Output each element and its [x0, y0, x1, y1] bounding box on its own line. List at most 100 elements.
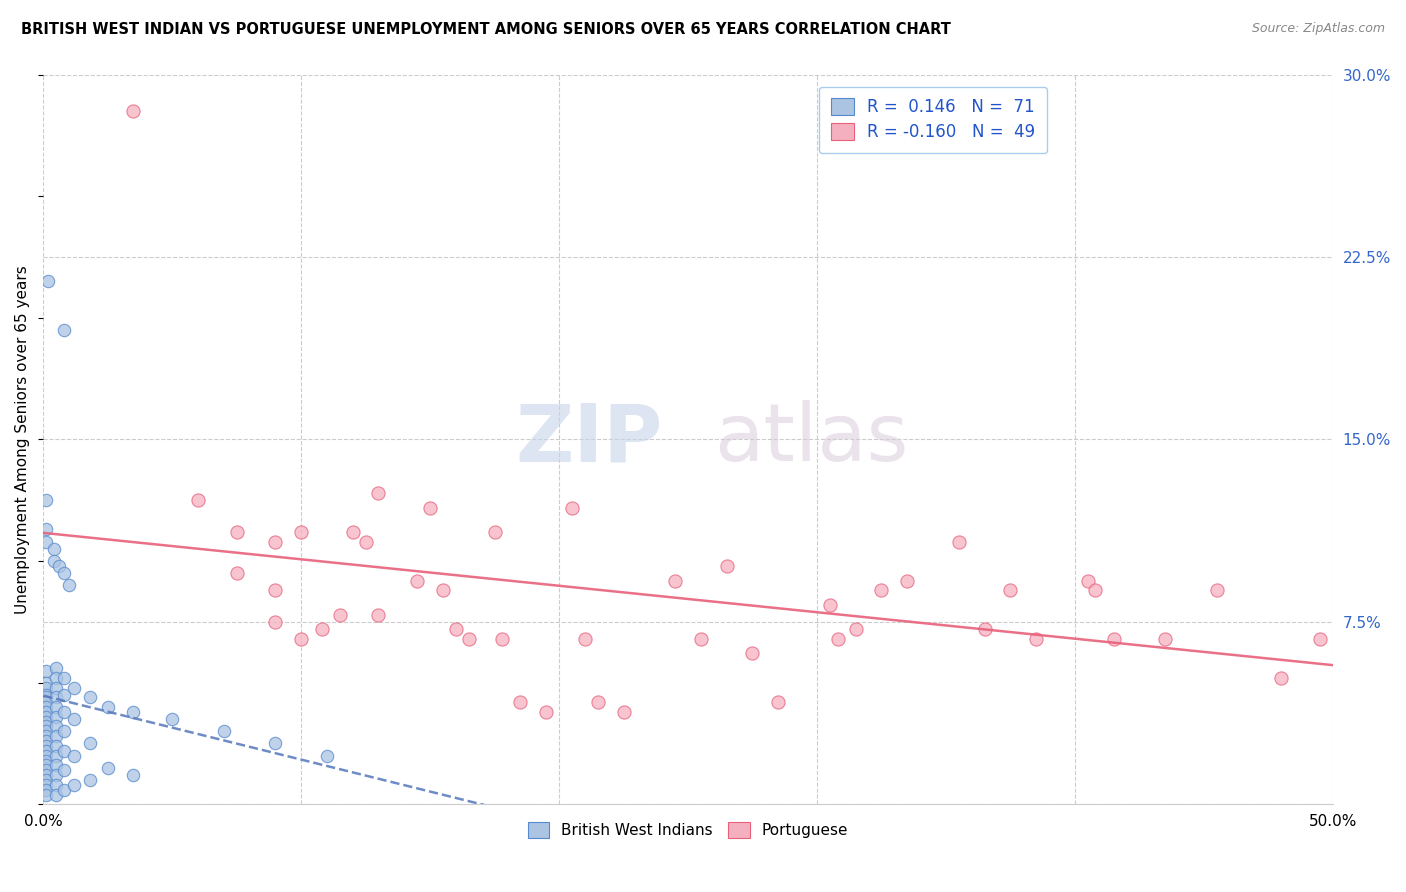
Point	[63, 748, 86, 763]
Point	[45, 768, 67, 782]
Point	[37, 274, 59, 288]
Point	[45, 719, 67, 733]
Point	[35, 782, 58, 797]
Point	[35, 700, 58, 714]
Point	[1000, 583, 1022, 598]
Y-axis label: Unemployment Among Seniors over 65 years: Unemployment Among Seniors over 65 years	[15, 265, 30, 614]
Point	[35, 724, 58, 739]
Point	[1154, 632, 1177, 646]
Point	[45, 710, 67, 724]
Point	[35, 664, 58, 678]
Point	[1084, 583, 1107, 598]
Point	[290, 524, 312, 539]
Point	[160, 712, 183, 726]
Point	[63, 681, 86, 695]
Point	[35, 739, 58, 753]
Point	[367, 607, 389, 622]
Point	[42, 541, 65, 556]
Point	[845, 622, 868, 636]
Text: atlas: atlas	[714, 401, 908, 478]
Point	[79, 737, 101, 751]
Point	[35, 729, 58, 743]
Point	[52, 744, 75, 758]
Point	[264, 583, 287, 598]
Point	[1102, 632, 1125, 646]
Point	[35, 714, 58, 729]
Point	[574, 632, 596, 646]
Point	[342, 524, 364, 539]
Point	[612, 705, 634, 719]
Text: Source: ZipAtlas.com: Source: ZipAtlas.com	[1251, 22, 1385, 36]
Point	[52, 323, 75, 337]
Point	[1270, 671, 1292, 685]
Point	[212, 724, 235, 739]
Point	[354, 534, 377, 549]
Point	[768, 695, 790, 709]
Point	[122, 768, 145, 782]
Point	[264, 737, 287, 751]
Point	[35, 748, 58, 763]
Point	[79, 772, 101, 787]
Point	[63, 778, 86, 792]
Point	[48, 558, 70, 573]
Point	[45, 748, 67, 763]
Point	[45, 671, 67, 685]
Point	[534, 705, 557, 719]
Point	[689, 632, 711, 646]
Point	[35, 719, 58, 733]
Point	[35, 788, 58, 802]
Point	[264, 534, 287, 549]
Point	[1077, 574, 1099, 588]
Point	[187, 493, 209, 508]
Point	[491, 632, 513, 646]
Point	[316, 748, 339, 763]
Point	[63, 712, 86, 726]
Point	[42, 554, 65, 568]
Point	[45, 739, 67, 753]
Point	[586, 695, 609, 709]
Point	[35, 493, 58, 508]
Point	[664, 574, 686, 588]
Point	[45, 690, 67, 705]
Point	[52, 782, 75, 797]
Point	[45, 778, 67, 792]
Point	[97, 700, 120, 714]
Point	[311, 622, 333, 636]
Point	[35, 690, 58, 705]
Point	[35, 772, 58, 787]
Point	[35, 688, 58, 702]
Point	[1309, 632, 1331, 646]
Point	[290, 632, 312, 646]
Point	[52, 724, 75, 739]
Point	[264, 615, 287, 629]
Point	[35, 754, 58, 768]
Text: BRITISH WEST INDIAN VS PORTUGUESE UNEMPLOYMENT AMONG SENIORS OVER 65 YEARS CORRE: BRITISH WEST INDIAN VS PORTUGUESE UNEMPL…	[21, 22, 950, 37]
Point	[741, 647, 763, 661]
Point	[97, 761, 120, 775]
Point	[35, 523, 58, 537]
Point	[329, 607, 352, 622]
Point	[484, 524, 506, 539]
Point	[122, 103, 145, 118]
Point	[1205, 583, 1227, 598]
Point	[45, 788, 67, 802]
Point	[35, 534, 58, 549]
Point	[35, 758, 58, 772]
Point	[457, 632, 479, 646]
Point	[419, 500, 441, 515]
Point	[52, 705, 75, 719]
Point	[225, 566, 247, 581]
Point	[716, 558, 738, 573]
Point	[35, 734, 58, 748]
Point	[444, 622, 467, 636]
Point	[896, 574, 918, 588]
Point	[52, 764, 75, 778]
Point	[35, 675, 58, 690]
Point	[35, 695, 58, 709]
Point	[45, 758, 67, 772]
Point	[45, 729, 67, 743]
Point	[79, 690, 101, 705]
Point	[35, 764, 58, 778]
Point	[1025, 632, 1047, 646]
Point	[827, 632, 849, 646]
